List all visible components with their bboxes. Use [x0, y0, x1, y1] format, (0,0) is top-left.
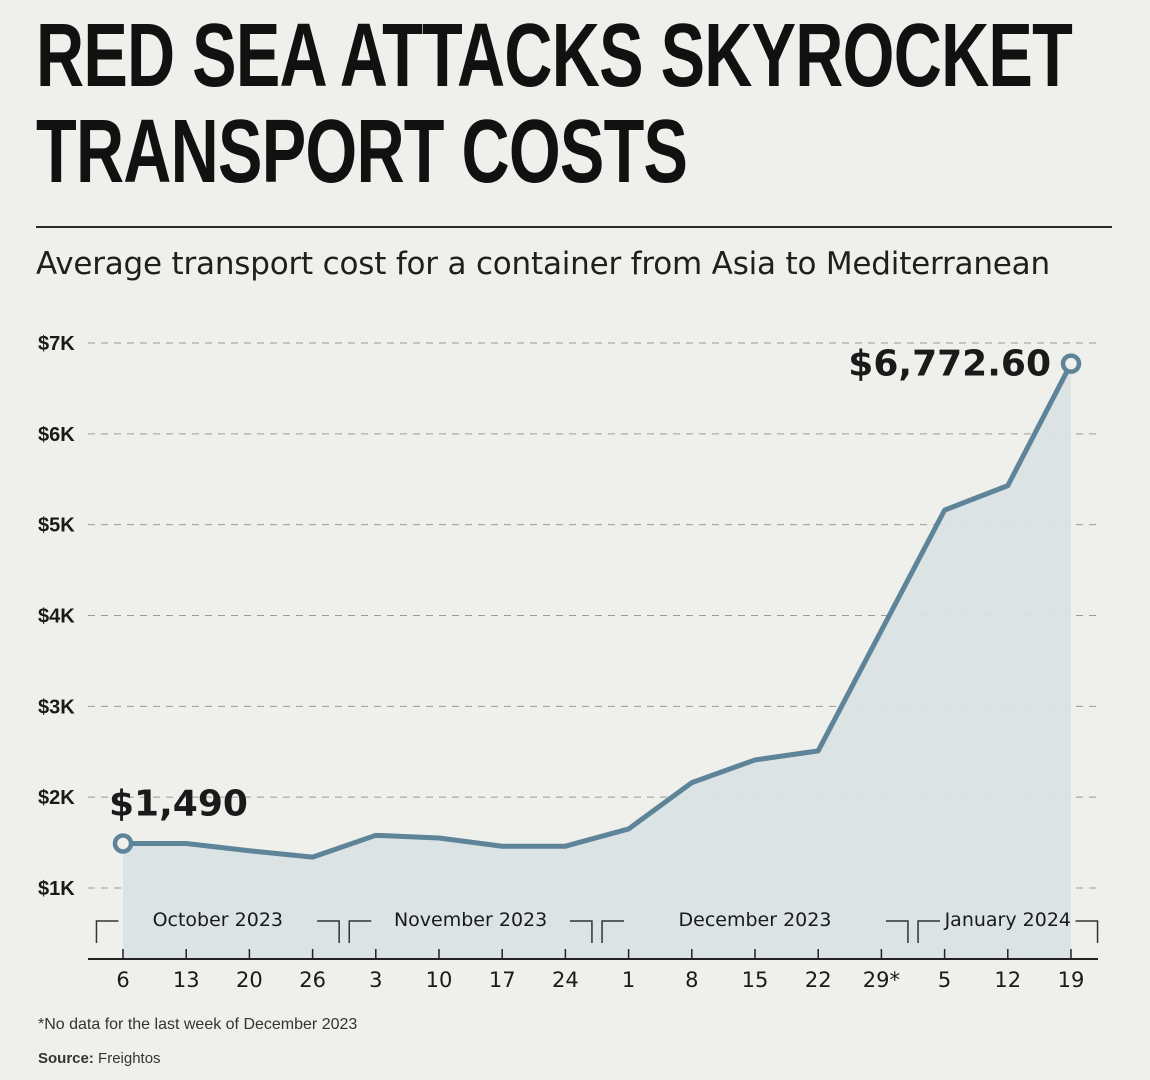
x-tick-label: 3 — [369, 968, 382, 992]
x-tick-label: 10 — [426, 968, 453, 992]
month-label: November 2023 — [394, 909, 547, 931]
y-tick-label: $5K — [38, 515, 75, 537]
x-tick-label: 29* — [863, 968, 900, 992]
y-tick-label: $2K — [38, 787, 75, 809]
footnote: *No data for the last week of December 2… — [38, 1016, 358, 1033]
data-label: $1,490 — [109, 783, 248, 824]
x-tick-label: 22 — [805, 968, 832, 992]
y-tick-label: $3K — [38, 696, 75, 718]
y-tick-label: $7K — [38, 333, 75, 355]
x-tick-label: 24 — [552, 968, 579, 992]
month-bracket-left — [95, 920, 119, 943]
x-tick-label: 6 — [116, 968, 129, 992]
x-tick-label: 17 — [489, 968, 516, 992]
data-label: $6,772.60 — [848, 344, 1051, 385]
x-tick-label: 26 — [299, 968, 326, 992]
month-bracket-right — [569, 920, 593, 943]
series-line — [120, 361, 1074, 860]
month-bracket-left — [348, 920, 372, 943]
month-bracket-right — [317, 920, 340, 943]
y-tick-label: $4K — [38, 606, 75, 628]
data-point-marker — [1060, 353, 1082, 374]
x-tick-label: 8 — [685, 968, 698, 992]
x-tick-label: 15 — [742, 968, 769, 992]
x-tick-label: 12 — [994, 968, 1021, 992]
source-value: Freightos — [98, 1050, 161, 1067]
source-label: Source: — [38, 1050, 94, 1067]
source-credit: Source: Freightos — [38, 1050, 161, 1067]
month-bracket-right — [885, 920, 909, 943]
month-bracket-left — [601, 920, 625, 943]
title-divider — [36, 226, 1112, 228]
month-bracket-left — [917, 920, 941, 943]
y-tick-label: $6K — [38, 424, 75, 446]
y-tick-label: $1K — [38, 878, 75, 900]
month-label: December 2023 — [679, 909, 832, 931]
x-tick-label: 1 — [622, 968, 635, 992]
x-tick-label: 13 — [173, 968, 200, 992]
title-text: RED SEA ATTACKS SKYROCKET TRANSPORT COST… — [36, 6, 1073, 202]
x-tick-label: 5 — [938, 968, 951, 992]
page-title: RED SEA ATTACKS SKYROCKET TRANSPORT COST… — [36, 8, 1116, 200]
chart-subtitle: Average transport cost for a container f… — [36, 246, 1050, 282]
x-tick-label: 20 — [236, 968, 263, 992]
data-point-marker — [112, 833, 134, 854]
x-tick-label: 19 — [1058, 968, 1085, 992]
month-bracket-right — [1075, 920, 1099, 943]
month-label: January 2024 — [944, 909, 1071, 931]
month-label: October 2023 — [153, 909, 283, 931]
area-fill — [123, 363, 1071, 959]
line-chart: $1K $2K $3K $4K $5K $6K $7K 6 13 20 26 3 10 17 24 1 8 15 2… — [38, 333, 1099, 992]
